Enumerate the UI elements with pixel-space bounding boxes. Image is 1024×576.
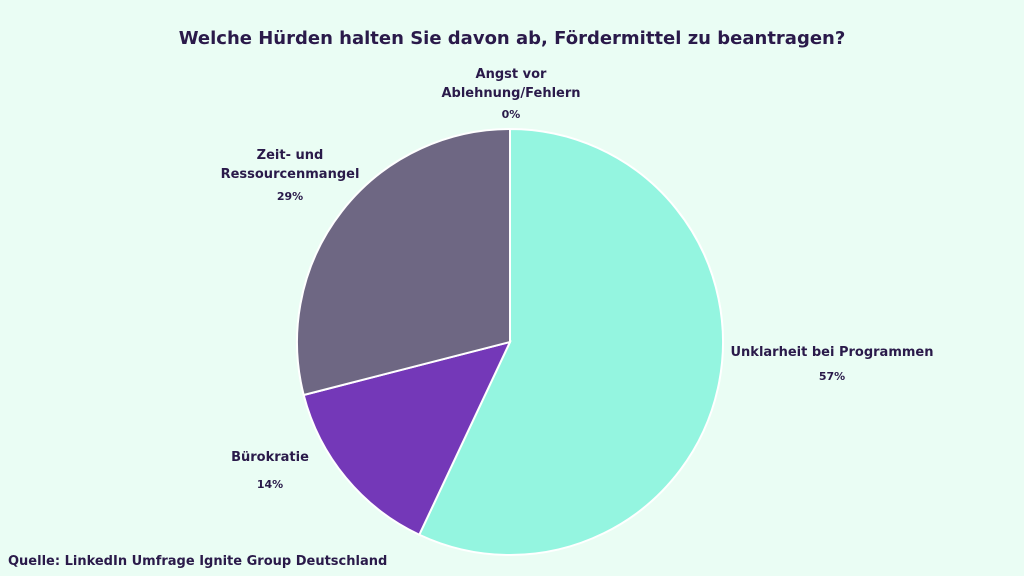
pie-slice [296,127,511,397]
slice-label: Zeit- und Ressourcenmangel [220,148,360,182]
slice-label: Bürokratie [231,450,309,465]
source-note: Quelle: LinkedIn Umfrage Ignite Group De… [8,554,388,569]
pie-slice [302,340,512,537]
chart-title: Welche Hürden halten Sie davon ab, Förde… [178,28,846,49]
value-label: 0% [501,108,521,121]
value-label: 29% [276,190,304,203]
pie-slice [417,127,724,556]
slice-label: Angst vor Ablehnung/Fehlern [441,67,581,101]
value-label: 14% [256,478,284,491]
value-label: 57% [818,370,846,383]
slice-label: Unklarheit bei Programmen [730,345,934,360]
